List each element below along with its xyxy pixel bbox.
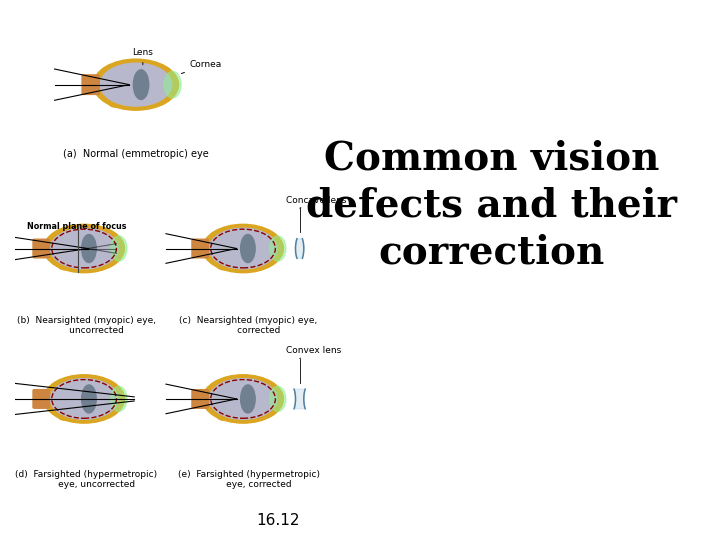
Text: Common vision
defects and their
correction: Common vision defects and their correcti…	[306, 139, 678, 272]
Ellipse shape	[217, 260, 230, 270]
FancyBboxPatch shape	[192, 239, 208, 258]
Ellipse shape	[111, 236, 127, 261]
Text: (d)  Farsighted (hypermetropic)
       eye, uncorrected: (d) Farsighted (hypermetropic) eye, unco…	[15, 470, 157, 489]
Ellipse shape	[202, 224, 284, 273]
Ellipse shape	[58, 260, 71, 270]
Text: 16.12: 16.12	[256, 513, 300, 528]
Ellipse shape	[81, 385, 96, 413]
Ellipse shape	[164, 71, 181, 98]
Ellipse shape	[50, 379, 118, 419]
Ellipse shape	[217, 410, 230, 420]
Ellipse shape	[50, 228, 118, 269]
Ellipse shape	[202, 375, 284, 423]
Text: (a)  Normal (emmetropic) eye: (a) Normal (emmetropic) eye	[63, 149, 209, 159]
Ellipse shape	[209, 379, 277, 419]
Ellipse shape	[81, 234, 96, 262]
FancyBboxPatch shape	[192, 390, 208, 408]
Ellipse shape	[44, 375, 125, 423]
Ellipse shape	[240, 385, 255, 413]
Text: Normal plane of focus: Normal plane of focus	[27, 222, 127, 231]
Ellipse shape	[111, 386, 127, 411]
Ellipse shape	[108, 97, 122, 107]
Ellipse shape	[58, 410, 71, 420]
Text: Convex lens: Convex lens	[286, 346, 341, 359]
Text: (e)  Farsighted (hypermetropic)
       eye, corrected: (e) Farsighted (hypermetropic) eye, corr…	[178, 470, 320, 489]
Ellipse shape	[44, 224, 125, 273]
Text: Cornea: Cornea	[181, 60, 222, 73]
Text: Lens: Lens	[132, 48, 153, 65]
FancyBboxPatch shape	[82, 75, 99, 94]
Text: (c)  Nearsighted (myopic) eye,
       corrected: (c) Nearsighted (myopic) eye, corrected	[179, 316, 318, 335]
Ellipse shape	[133, 70, 149, 99]
Text: Concave lens: Concave lens	[286, 196, 346, 208]
Polygon shape	[295, 239, 304, 258]
Ellipse shape	[240, 234, 255, 262]
Ellipse shape	[270, 386, 286, 411]
Ellipse shape	[94, 59, 179, 110]
FancyBboxPatch shape	[33, 390, 50, 408]
Ellipse shape	[100, 63, 172, 106]
FancyBboxPatch shape	[33, 239, 50, 258]
Ellipse shape	[270, 236, 286, 261]
Text: (b)  Nearsighted (myopic) eye,
       uncorrected: (b) Nearsighted (myopic) eye, uncorrecte…	[17, 316, 156, 335]
Polygon shape	[294, 389, 305, 409]
Ellipse shape	[209, 228, 277, 269]
